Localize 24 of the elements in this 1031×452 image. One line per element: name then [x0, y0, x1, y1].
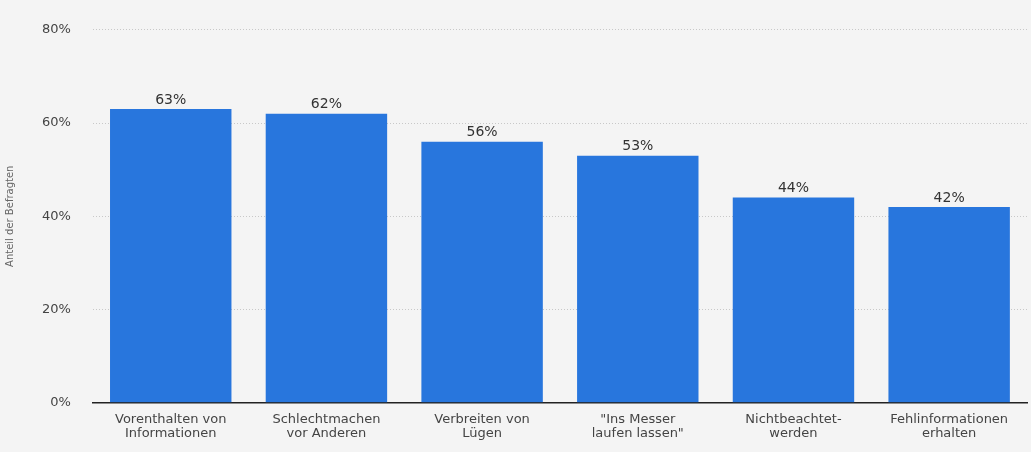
y-tick-label: 0% [50, 394, 71, 410]
x-tick-label: Verbreiten von Lügen [434, 410, 530, 440]
data-label: 42% [933, 188, 965, 205]
x-tick-label: Schlechtmachen vor Anderen [272, 410, 381, 440]
bar [888, 206, 1010, 403]
data-label: 63% [155, 90, 187, 107]
data-label: 56% [466, 123, 498, 140]
y-tick-label: 60% [41, 114, 71, 130]
bar [577, 155, 699, 403]
data-label: 53% [622, 137, 654, 154]
x-tick-label: "Ins Messer laufen lassen" [591, 410, 684, 440]
bar [265, 113, 388, 403]
x-tick-label: Nichtbeachtet-werden [745, 410, 842, 440]
data-label: 62% [310, 95, 342, 112]
y-tick-label: 20% [41, 300, 71, 316]
bar [110, 109, 232, 403]
y-tick-label: 80% [41, 21, 71, 37]
bar [732, 197, 855, 403]
x-tick-label: Vorenthalten von Informationen [115, 410, 227, 440]
x-tick-label: Fehlinformationen erhalten [890, 410, 1009, 440]
bar [421, 141, 543, 403]
y-tick-label: 40% [41, 207, 71, 223]
data-label: 44% [777, 179, 810, 196]
y-axis-title: Anteil der Befragten [3, 165, 15, 267]
